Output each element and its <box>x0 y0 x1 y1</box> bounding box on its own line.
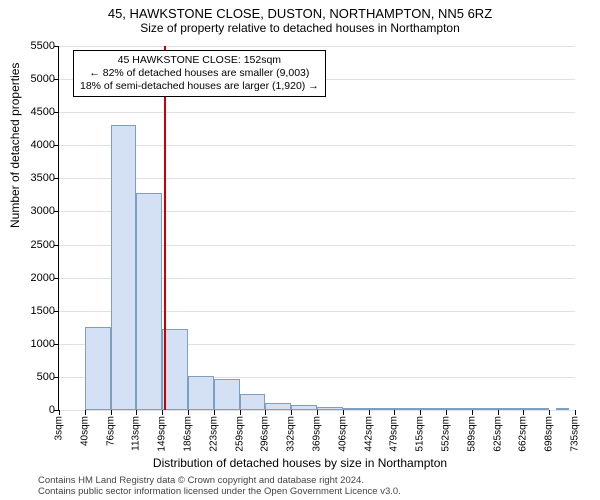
xtick-label: 662sqm <box>518 416 529 452</box>
xtick-label: 332sqm <box>286 416 297 452</box>
xtick-mark <box>472 410 473 415</box>
xtick-mark <box>420 410 421 415</box>
xtick-label: 186sqm <box>183 416 194 452</box>
histogram-bar <box>188 376 214 410</box>
xtick-label: 698sqm <box>544 416 555 452</box>
xtick-mark <box>291 410 292 415</box>
ytick-label: 5500 <box>31 40 55 52</box>
histogram-bar <box>343 408 369 410</box>
histogram-bar <box>265 403 291 410</box>
y-axis-title: Number of detached properties <box>8 63 22 228</box>
histogram-bar <box>214 379 240 410</box>
xtick-mark <box>523 410 524 415</box>
histogram-bar <box>556 408 569 410</box>
xtick-label: 76sqm <box>105 416 116 446</box>
histogram-bar <box>369 408 395 410</box>
xtick-label: 369sqm <box>312 416 323 452</box>
xtick-mark <box>85 410 86 415</box>
histogram-bar <box>240 394 266 410</box>
histogram-bar <box>111 125 137 410</box>
xtick-mark <box>240 410 241 415</box>
xtick-mark <box>136 410 137 415</box>
ytick-label: 3500 <box>31 172 55 184</box>
xtick-mark <box>549 410 550 415</box>
xtick-label: 113sqm <box>131 416 142 451</box>
ytick-label: 2000 <box>31 272 55 284</box>
xtick-label: 589sqm <box>466 416 477 452</box>
xtick-mark <box>317 410 318 415</box>
ytick-label: 1000 <box>31 338 55 350</box>
histogram-bar <box>472 408 498 410</box>
property-marker-line <box>164 46 166 410</box>
annotation-line: ← 82% of detached houses are smaller (9,… <box>80 67 319 80</box>
ytick-label: 4000 <box>31 139 55 151</box>
attribution-line-2: Contains public sector information licen… <box>38 487 401 498</box>
histogram-bar <box>317 407 343 410</box>
xtick-label: 223sqm <box>208 416 219 452</box>
annotation-line: 18% of semi-detached houses are larger (… <box>80 80 319 93</box>
xtick-label: 296sqm <box>260 416 271 452</box>
xtick-label: 40sqm <box>79 416 90 446</box>
xtick-label: 479sqm <box>389 416 400 452</box>
ytick-label: 500 <box>37 371 55 383</box>
xtick-mark <box>369 410 370 415</box>
chart-title-main: 45, HAWKSTONE CLOSE, DUSTON, NORTHAMPTON… <box>0 0 600 21</box>
xtick-label: 3sqm <box>54 416 65 440</box>
histogram-bar <box>523 408 549 410</box>
xtick-mark <box>343 410 344 415</box>
ytick-label: 2500 <box>31 239 55 251</box>
xtick-mark <box>214 410 215 415</box>
plot-area: 0500100015002000250030003500400045005000… <box>58 46 575 411</box>
xtick-label: 259sqm <box>234 416 245 452</box>
xtick-mark <box>265 410 266 415</box>
ytick-label: 3000 <box>31 205 55 217</box>
xtick-mark <box>446 410 447 415</box>
histogram-bar <box>85 327 111 410</box>
gridline <box>59 46 575 47</box>
xtick-mark <box>111 410 112 415</box>
histogram-bar <box>136 193 162 410</box>
histogram-bar <box>420 408 446 410</box>
xtick-mark <box>162 410 163 415</box>
histogram-bar <box>291 405 317 410</box>
xtick-mark <box>575 410 576 415</box>
xtick-label: 149sqm <box>157 416 168 452</box>
chart-title-sub: Size of property relative to detached ho… <box>0 21 600 39</box>
xtick-label: 442sqm <box>363 416 374 452</box>
annotation-box: 45 HAWKSTONE CLOSE: 152sqm← 82% of detac… <box>73 50 326 97</box>
gridline <box>59 178 575 179</box>
xtick-label: 625sqm <box>492 416 503 452</box>
xtick-label: 515sqm <box>415 416 426 452</box>
attribution-text: Contains HM Land Registry data © Crown c… <box>38 476 401 498</box>
xtick-label: 735sqm <box>570 416 581 452</box>
histogram-bar <box>498 408 524 410</box>
gridline <box>59 145 575 146</box>
xtick-mark <box>59 410 60 415</box>
x-axis-title: Distribution of detached houses by size … <box>0 456 600 470</box>
histogram-bar <box>394 408 420 410</box>
chart-container: 45, HAWKSTONE CLOSE, DUSTON, NORTHAMPTON… <box>0 0 600 500</box>
ytick-label: 5000 <box>31 73 55 85</box>
gridline <box>59 112 575 113</box>
xtick-label: 406sqm <box>337 416 348 452</box>
xtick-label: 552sqm <box>441 416 452 452</box>
xtick-mark <box>394 410 395 415</box>
histogram-bar <box>446 408 472 410</box>
annotation-line: 45 HAWKSTONE CLOSE: 152sqm <box>80 54 319 67</box>
xtick-mark <box>498 410 499 415</box>
xtick-mark <box>188 410 189 415</box>
ytick-label: 0 <box>49 404 55 416</box>
ytick-label: 1500 <box>31 305 55 317</box>
ytick-label: 4500 <box>31 106 55 118</box>
